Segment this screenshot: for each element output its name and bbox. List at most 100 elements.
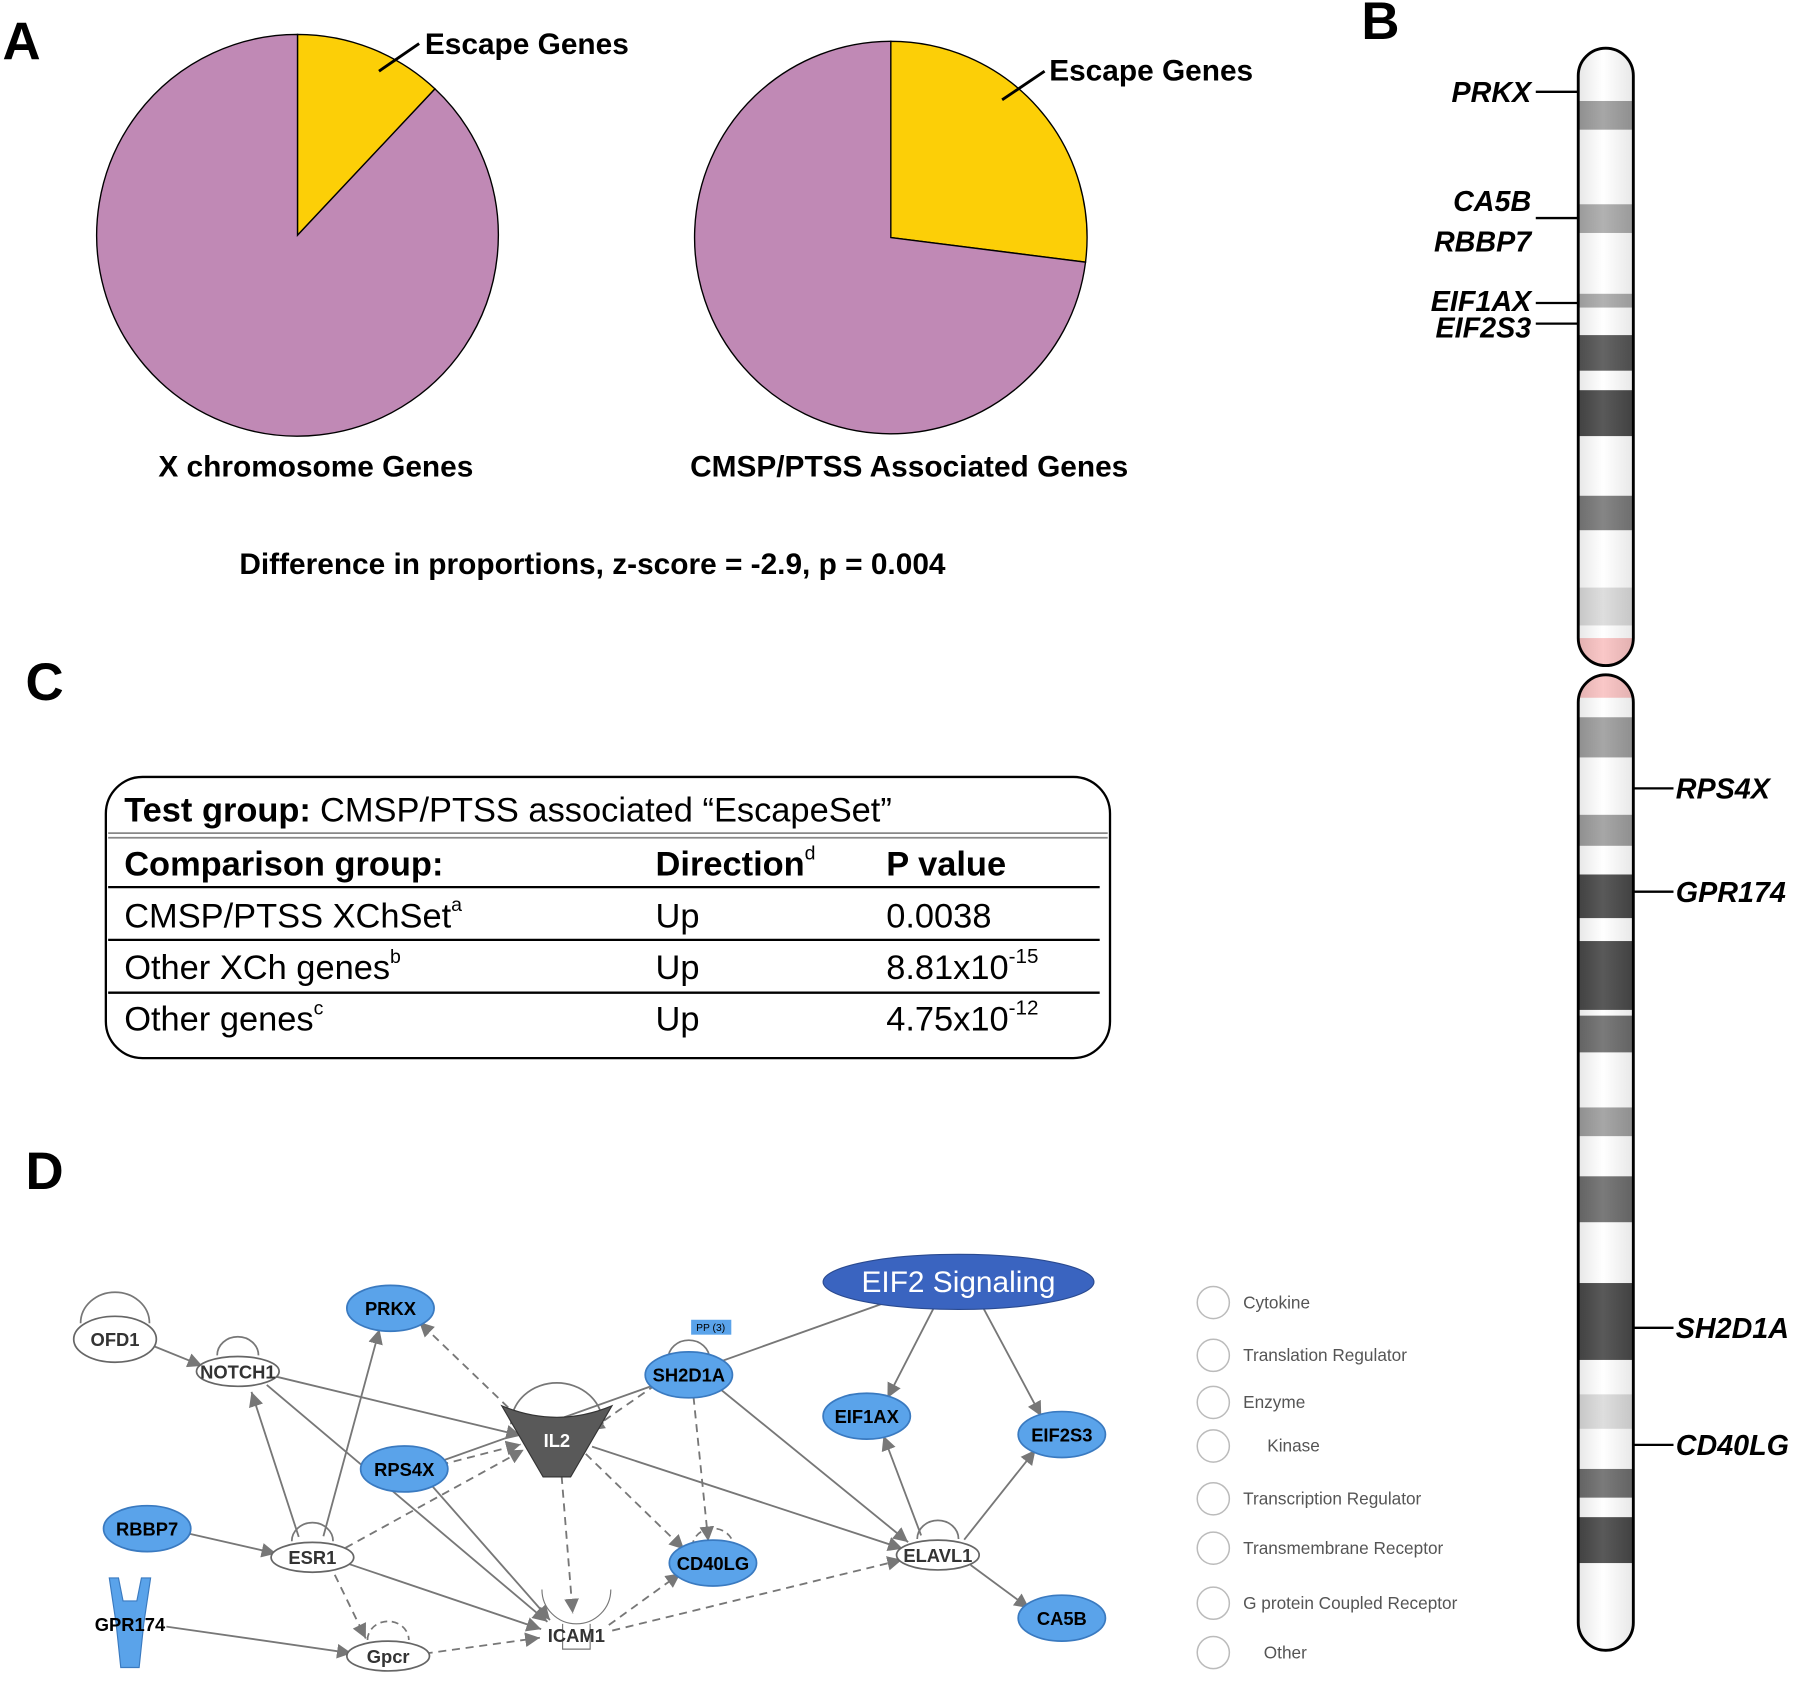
edge	[347, 1562, 542, 1632]
node-label: Gpcr	[367, 1646, 410, 1667]
edge	[150, 1343, 203, 1368]
slice-label: Escape Genes	[1049, 54, 1253, 87]
pie-slice	[693, 40, 1087, 435]
footnote-mark: c	[314, 997, 324, 1019]
slice-label: Escape Genes	[425, 28, 629, 61]
title-value: CMSP/PTSS associated “EscapeSet”	[320, 792, 892, 830]
gene-label: GPR174	[1676, 877, 1786, 909]
edge	[612, 1556, 903, 1632]
gene-label: RBBP7	[1434, 226, 1533, 258]
node-label: NOTCH1	[200, 1361, 275, 1382]
node-shape	[500, 1404, 614, 1478]
self-loop	[366, 1620, 410, 1640]
legend-label: Transcription Regulator	[1243, 1489, 1421, 1509]
cell: 8.81x10-15	[886, 945, 1038, 987]
edge	[559, 1462, 579, 1614]
cell: 4.75x10-12	[886, 996, 1038, 1038]
q-arm	[1578, 674, 1634, 1651]
edge	[978, 1299, 1043, 1417]
cell: CMSP/PTSS XChSeta	[124, 894, 462, 935]
panel-label: C	[26, 653, 64, 712]
column-text: Direction	[656, 846, 805, 884]
cell-text: 4.75x10	[886, 1001, 1008, 1039]
legend-icon	[1196, 1635, 1231, 1670]
node-label: IL2	[544, 1430, 571, 1451]
node-label: ICAM1	[548, 1625, 605, 1646]
node-label: GPR174	[95, 1614, 166, 1635]
legend-label: Other	[1264, 1642, 1307, 1662]
node-label: PRKX	[365, 1298, 417, 1319]
edge	[418, 1321, 529, 1428]
self-loop	[510, 1382, 604, 1425]
table: Test group: CMSP/PTSS associated “EscapeS…	[104, 775, 1112, 1060]
self-loop	[667, 1339, 711, 1359]
node-label: ESR1	[288, 1547, 336, 1568]
gene-label: SH2D1A	[1676, 1313, 1789, 1345]
edge	[345, 1448, 525, 1549]
pathway-node	[822, 1253, 1095, 1311]
edge	[166, 1625, 352, 1659]
column-header: P value	[886, 846, 1006, 884]
pie-title: CMSP/PTSS Associated Genes	[690, 450, 1128, 483]
node-shape	[359, 1445, 449, 1493]
tag-label: PP (3)	[696, 1323, 725, 1334]
edge	[440, 1440, 521, 1466]
node-shape	[195, 1355, 280, 1388]
gene-label: PRKX	[1451, 77, 1533, 109]
title-key: Test group:	[124, 792, 311, 830]
edge	[591, 1445, 903, 1552]
exponent: -12	[1009, 996, 1039, 1019]
panel-label: D	[26, 1142, 64, 1201]
pie-slice	[95, 33, 500, 437]
cell: Other genesc	[124, 997, 323, 1038]
tag-box	[691, 1319, 732, 1335]
gene-label: RPS4X	[1676, 774, 1772, 806]
edge	[881, 1435, 922, 1536]
pathway-label: EIF2 Signaling	[862, 1266, 1056, 1299]
cell: Up	[656, 949, 700, 987]
column-header: Comparison group:	[124, 846, 443, 884]
cell: Up	[656, 897, 700, 935]
cell-text: Other genes	[124, 1001, 313, 1039]
shade	[1578, 674, 1634, 1651]
cell-text: Other XCh genes	[124, 949, 390, 987]
pie-slice	[890, 40, 1088, 263]
self-loop	[79, 1291, 151, 1324]
legend-label: G protein Coupled Receptor	[1243, 1593, 1457, 1613]
edge	[692, 1396, 715, 1542]
legend-icon	[1196, 1586, 1231, 1621]
node-label: EIF1AX	[835, 1406, 900, 1427]
cell: Other XCh genesb	[124, 946, 401, 987]
cell: 0.0038	[886, 897, 991, 935]
node-label: CA5B	[1037, 1608, 1087, 1629]
edge	[429, 1483, 551, 1621]
node-shape	[1017, 1410, 1107, 1459]
node-shape	[102, 1504, 192, 1553]
legend-label: Cytokine	[1243, 1292, 1310, 1312]
p-outline	[1576, 46, 1635, 668]
edge	[273, 1375, 522, 1440]
edge	[585, 1453, 685, 1551]
pie-charts: Escape Genes X chromosome Genes Escape Gen…	[95, 28, 1253, 483]
edge	[886, 1299, 939, 1399]
edge	[963, 1449, 1037, 1541]
node-label: SH2D1A	[653, 1365, 725, 1386]
node-shape	[345, 1640, 431, 1672]
pie-title: X chromosome Genes	[158, 450, 473, 483]
cell-text: 0.0038	[886, 897, 991, 935]
q-outline	[1576, 673, 1635, 1652]
footnote-mark: b	[390, 946, 401, 968]
column-header: Directiond	[656, 843, 816, 884]
pie-slice	[296, 33, 436, 238]
panel-label: A	[3, 13, 41, 72]
node-label: RBBP7	[116, 1519, 178, 1540]
edge	[322, 1329, 383, 1537]
node-shape	[1017, 1594, 1107, 1642]
edge	[249, 1391, 300, 1538]
shade	[1578, 48, 1634, 666]
node-label: CD40LG	[677, 1553, 749, 1574]
table-title: Test group: CMSP/PTSS associated “EscapeS…	[124, 792, 892, 830]
node-shape	[668, 1539, 758, 1587]
footnote-mark: d	[805, 843, 816, 865]
